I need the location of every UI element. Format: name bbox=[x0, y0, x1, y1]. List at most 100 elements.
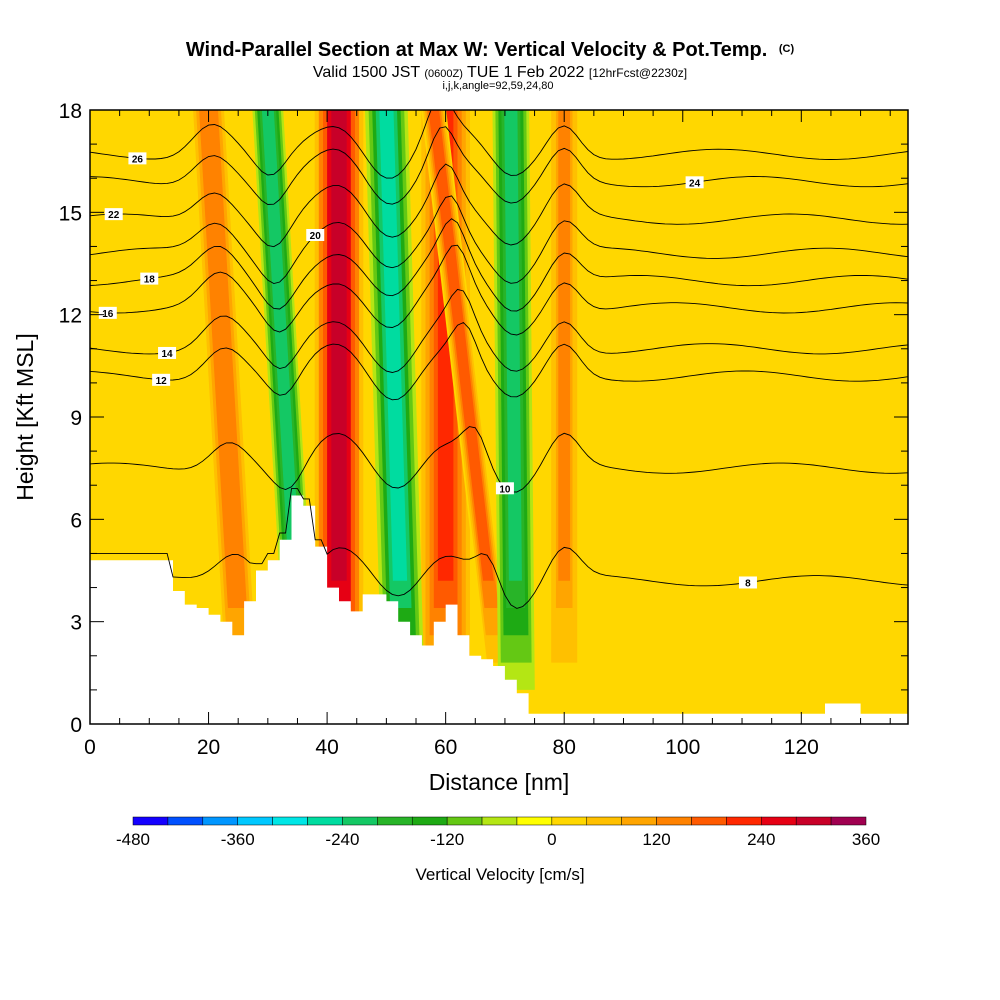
colorbar: -480 -360 -240 -120 0 120 240 360 Vertical Velo… bbox=[116, 816, 880, 884]
x-tick-label-80: 80 bbox=[553, 736, 576, 759]
chart-title: Wind-Parallel Section at Max W: Vertical… bbox=[186, 39, 795, 61]
downdraft-2-layer-4 bbox=[504, 110, 522, 581]
chart-subtitle-indices: i,j,k,angle=92,59,24,80 bbox=[442, 80, 553, 92]
colorbar-cell-19 bbox=[795, 816, 832, 826]
theta-label-10: 10 bbox=[499, 484, 511, 495]
colorbar-cell-1 bbox=[167, 816, 204, 826]
theta-label-24: 24 bbox=[689, 178, 701, 189]
subtitle-date: TUE 1 Feb 2022 bbox=[467, 64, 585, 81]
theta-label-box-22 bbox=[104, 208, 123, 221]
colorbar-tick-label-5: 120 bbox=[642, 830, 670, 849]
x-axis-title: Distance [nm] bbox=[429, 769, 570, 795]
y-tick-label-3: 3 bbox=[70, 612, 82, 635]
y-axis-title: Height [Kft MSL] bbox=[12, 333, 38, 500]
colorbar-tick-label-7: 360 bbox=[852, 830, 880, 849]
colorbar-cell-20 bbox=[830, 816, 867, 826]
theta-label-12: 12 bbox=[156, 376, 168, 387]
y-ticks: 0 3 6 9 12 15 18 bbox=[59, 100, 908, 737]
colorbar-cells bbox=[132, 816, 867, 826]
colorbar-cell-10 bbox=[481, 816, 518, 826]
subtitle-utc: (0600Z) bbox=[424, 68, 463, 80]
x-tick-label-120: 120 bbox=[784, 736, 819, 759]
theta-label-box-10 bbox=[495, 482, 514, 495]
colorbar-cell-17 bbox=[726, 816, 762, 826]
theta-label-18: 18 bbox=[144, 275, 156, 286]
colorbar-cell-7 bbox=[377, 816, 413, 826]
y-tick-label-6: 6 bbox=[70, 509, 82, 532]
updraft-4-layer-4 bbox=[428, 110, 494, 581]
theta-contour-12 bbox=[90, 321, 908, 401]
theta-label-26: 26 bbox=[132, 154, 144, 165]
colorbar-cell-3 bbox=[237, 816, 273, 826]
theta-contour-24 bbox=[90, 126, 908, 205]
theta-contour-26 bbox=[90, 110, 908, 179]
colorbar-cell-6 bbox=[342, 816, 378, 826]
x-tick-label-0: 0 bbox=[84, 736, 96, 759]
theta-label-box-20 bbox=[306, 228, 325, 241]
theta-contour-14 bbox=[90, 288, 908, 373]
updraft-1-layer-4 bbox=[331, 110, 347, 581]
theta-label-20: 20 bbox=[310, 231, 322, 242]
colorbar-tick-label-2: -240 bbox=[325, 830, 359, 849]
theta-label-box-18 bbox=[140, 272, 159, 285]
terrain-layer bbox=[90, 495, 908, 724]
theta-contour-20 bbox=[90, 195, 908, 284]
colorbar-tick-label-6: 240 bbox=[747, 830, 775, 849]
colorbar-cell-15 bbox=[656, 816, 692, 826]
theta-contour-10 bbox=[90, 426, 908, 493]
y-tick-label-9: 9 bbox=[70, 407, 82, 430]
chart-title-text: Wind-Parallel Section at Max W: Vertical… bbox=[186, 39, 767, 61]
theta-contours: 8 10 12 14 16 18 20 22 24 26 bbox=[90, 110, 908, 609]
colorbar-cell-4 bbox=[272, 816, 308, 826]
colorbar-cell-12 bbox=[551, 816, 588, 826]
y-tick-label-12: 12 bbox=[59, 305, 82, 328]
theta-label-box-8 bbox=[738, 576, 757, 589]
y-tick-label-0: 0 bbox=[70, 714, 82, 737]
theta-contour-16 bbox=[90, 244, 908, 336]
theta-label-box-26 bbox=[128, 152, 147, 165]
colorbar-tick-label-0: -480 bbox=[116, 830, 150, 849]
colorbar-cell-18 bbox=[761, 816, 797, 826]
colorbar-cell-5 bbox=[307, 816, 343, 826]
colorbar-cell-11 bbox=[516, 816, 553, 826]
theta-label-box-12 bbox=[152, 373, 171, 386]
theta-label-box-14 bbox=[158, 346, 177, 359]
downdraft-1-layer-4 bbox=[379, 110, 408, 581]
downdraft-0-layer-4 bbox=[261, 110, 301, 581]
colorbar-tick-label-3: -120 bbox=[430, 830, 464, 849]
plot-area: 8 10 12 14 16 18 20 22 24 26 bbox=[90, 110, 908, 724]
theta-contour-8 bbox=[90, 488, 908, 609]
theta-contour-22 bbox=[90, 163, 908, 248]
colorbar-cell-16 bbox=[691, 816, 727, 826]
axes: 0 20 40 60 80 100 120 0 3 6 9 12 15 18 bbox=[59, 100, 909, 759]
theta-label-14: 14 bbox=[161, 349, 173, 360]
colorbar-cell-9 bbox=[446, 816, 483, 826]
chart-subtitle: Valid 1500 JST (0600Z) TUE 1 Feb 2022 [1… bbox=[313, 64, 687, 81]
terrain bbox=[90, 495, 908, 724]
colorbar-cell-8 bbox=[411, 816, 448, 826]
colorbar-cell-2 bbox=[202, 816, 238, 826]
subtitle-fcst: [12hrFcst@2230z] bbox=[589, 66, 687, 80]
theta-contour-18 bbox=[90, 218, 908, 312]
colorbar-cell-0 bbox=[132, 816, 169, 826]
colorbar-tick-label-1: -360 bbox=[221, 830, 255, 849]
updraft-0-layer-4 bbox=[202, 110, 243, 581]
colorbar-tick-label-4: 0 bbox=[547, 830, 556, 849]
x-tick-label-20: 20 bbox=[197, 736, 220, 759]
x-tick-label-100: 100 bbox=[665, 736, 700, 759]
y-tick-label-15: 15 bbox=[59, 202, 82, 225]
theta-label-16: 16 bbox=[102, 309, 114, 320]
colorbar-ticks: -480 -360 -240 -120 0 120 240 360 bbox=[116, 830, 880, 849]
chart-title-mark: (C) bbox=[779, 43, 795, 55]
y-tick-label-18: 18 bbox=[59, 100, 82, 123]
theta-label-22: 22 bbox=[108, 210, 120, 221]
colorbar-title: Vertical Velocity [cm/s] bbox=[415, 865, 584, 884]
colorbar-cell-13 bbox=[586, 816, 622, 826]
theta-label-box-16 bbox=[98, 306, 117, 319]
subtitle-prefix: Valid 1500 JST bbox=[313, 64, 421, 81]
x-tick-label-40: 40 bbox=[315, 736, 338, 759]
x-tick-label-60: 60 bbox=[434, 736, 457, 759]
theta-label-8: 8 bbox=[745, 578, 751, 589]
updraft-3-layer-4 bbox=[558, 110, 571, 581]
